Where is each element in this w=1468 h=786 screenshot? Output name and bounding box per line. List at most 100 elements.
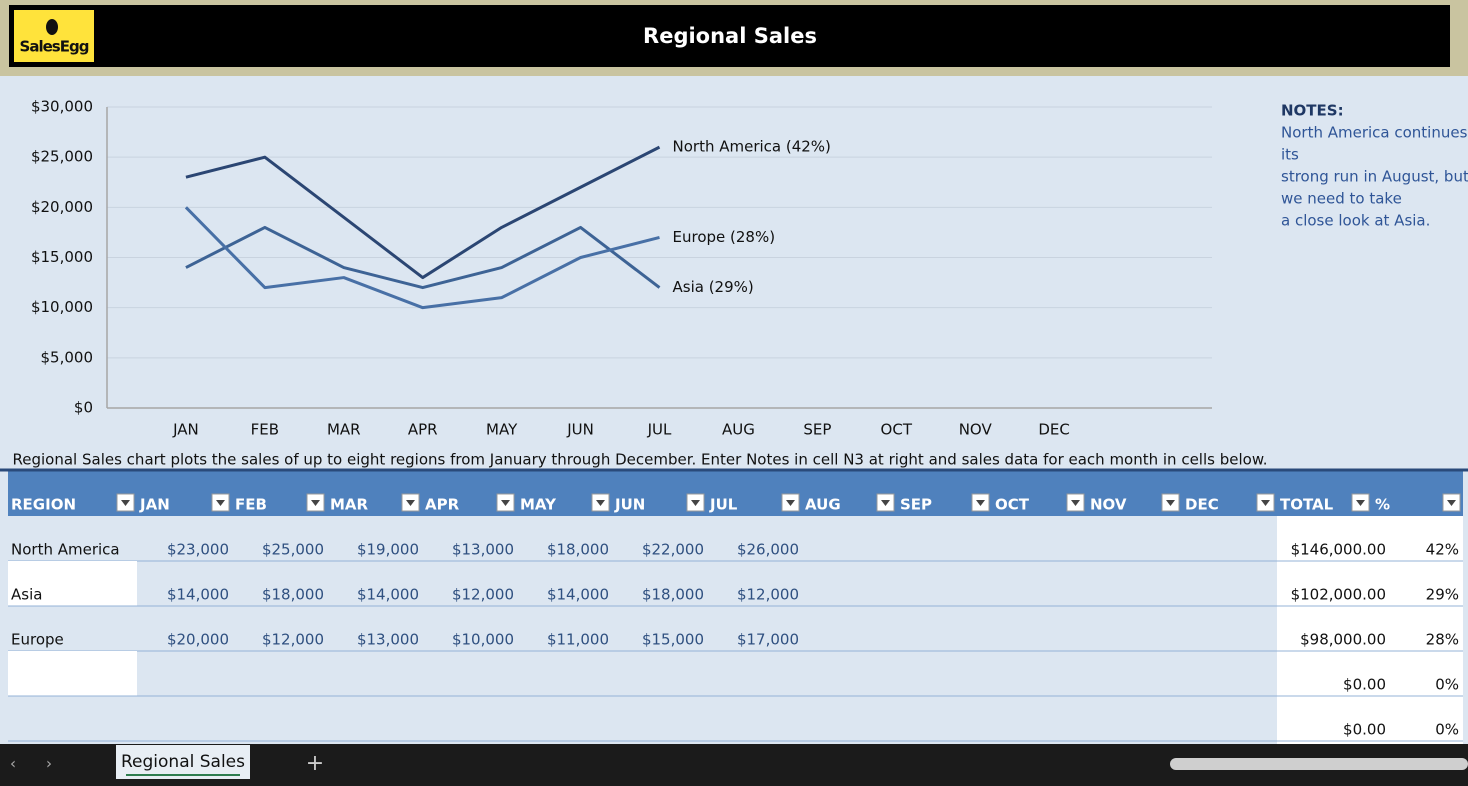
sheet-tab-label[interactable]: Regional Sales [121,752,245,772]
percent-cell: 42% [1426,541,1459,559]
logo-box [14,10,94,62]
sheet-tab[interactable] [116,745,250,779]
filter-arrow [311,500,320,506]
column-header: FEB [235,496,267,514]
add-sheet[interactable]: + [306,751,324,776]
filter-arrow [1356,500,1365,506]
column-header: MAR [330,496,369,514]
month-cell: $14,000 [167,586,229,604]
filter-arrow [691,500,700,506]
x-tick-label: NOV [959,421,993,439]
column-header: NOV [1090,496,1127,514]
month-cell: $14,000 [547,586,609,604]
percent-cell: 0% [1435,676,1459,694]
filter-arrow [1447,500,1456,506]
y-tick-label: $30,000 [31,98,93,116]
filter-arrow [596,500,605,506]
x-tick-label: DEC [1038,421,1070,439]
total-cell: $0.00 [1343,676,1386,694]
column-header: OCT [995,496,1030,514]
month-cell: $18,000 [642,586,704,604]
filter-arrow [1071,500,1080,506]
month-cell: $25,000 [262,541,324,559]
x-tick-label: JUN [566,421,594,439]
scrollbar[interactable] [1170,758,1468,770]
total-column-bg [1277,516,1463,744]
total-cell: $102,000.00 [1291,586,1386,604]
column-header: % [1375,496,1390,514]
y-tick-label: $5,000 [41,348,94,366]
month-cell: $18,000 [262,586,324,604]
series-label: Europe (28%) [673,228,776,246]
notes-line: North America continues [1281,124,1468,142]
x-tick-label: OCT [881,421,913,439]
notes-line: a close look at Asia. [1281,212,1430,230]
table-header [8,471,1463,516]
filter-arrow [501,500,510,506]
month-cell: $12,000 [452,586,514,604]
x-tick-label: MAY [486,421,518,439]
month-cell: $18,000 [547,541,609,559]
series-label: Asia (29%) [673,278,754,296]
region-cell-bg [8,651,137,696]
month-cell: $22,000 [642,541,704,559]
x-tick-label: APR [408,421,438,439]
filter-arrow [786,500,795,506]
column-header: APR [425,496,460,514]
scroll-right[interactable]: › [46,755,52,773]
region-cell-bg [8,561,137,606]
y-tick-label: $15,000 [31,248,93,266]
x-tick-label: MAR [327,421,361,439]
x-tick-label: AUG [722,421,755,439]
month-cell: $20,000 [167,631,229,649]
month-cell: $10,000 [452,631,514,649]
month-cell: $17,000 [737,631,799,649]
x-tick-label: JUL [647,421,672,439]
filter-arrow [216,500,225,506]
month-cell: $12,000 [262,631,324,649]
month-cell: $19,000 [357,541,419,559]
notes-line: strong run in August, but [1281,168,1468,186]
logo-text: SalesEgg [20,38,89,56]
y-tick-label: $0 [74,399,93,417]
filter-arrow [881,500,890,506]
scroll-left[interactable]: ‹ [10,755,16,773]
percent-cell: 29% [1426,586,1459,604]
notes-title: NOTES: [1281,102,1344,120]
column-header: REGION [11,496,76,514]
filter-arrow [1166,500,1175,506]
month-cell: $12,000 [737,586,799,604]
series-line [185,225,661,290]
x-tick-label: FEB [251,421,279,439]
filter-arrow [121,500,130,506]
region-cell: Asia [11,586,42,604]
y-tick-label: $25,000 [31,148,93,166]
y-tick-label: $10,000 [31,298,93,316]
header-bar [9,5,1450,67]
month-cell: $13,000 [357,631,419,649]
filter-arrow [1261,500,1270,506]
filter-arrow [406,500,415,506]
y-tick-label: $20,000 [31,198,93,216]
month-cell: $14,000 [357,586,419,604]
total-cell: $98,000.00 [1300,631,1386,649]
column-header: JAN [139,496,170,514]
notes-line: we need to take [1281,190,1402,208]
filter-arrow [976,500,985,506]
column-header: DEC [1185,496,1219,514]
series-label: North America (42%) [673,138,831,156]
percent-cell: 0% [1435,721,1459,739]
column-header: SEP [900,496,932,514]
series-line [184,206,660,310]
column-header: TOTAL [1280,496,1334,514]
month-cell: $13,000 [452,541,514,559]
x-tick-label: JAN [172,421,199,439]
notes-line: its [1281,146,1299,164]
column-header: JUL [709,496,738,514]
description: Regional Sales chart plots the sales of … [13,451,1268,469]
column-header: MAY [520,496,557,514]
series-line [185,145,661,280]
month-cell: $23,000 [167,541,229,559]
